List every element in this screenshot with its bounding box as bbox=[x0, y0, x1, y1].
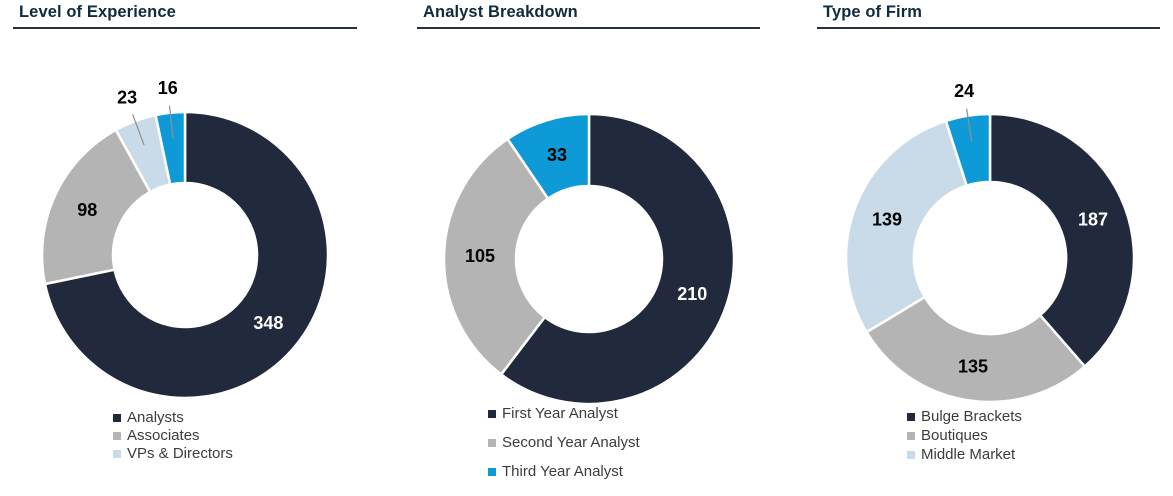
donut-slice-analysts bbox=[43, 110, 330, 400]
legend-item-boutiques: Boutiques bbox=[907, 428, 1022, 444]
donut-value-label: 135 bbox=[958, 357, 988, 377]
legend-item-second-year-analyst: Second Year Analyst bbox=[488, 435, 640, 451]
legend-item-analysts: Analysts bbox=[113, 410, 233, 426]
legend-swatch-icon bbox=[907, 432, 915, 440]
legend-swatch-icon bbox=[113, 414, 121, 422]
legend-label: Middle Market bbox=[921, 446, 1016, 463]
donut-slice-third-year-analyst bbox=[506, 112, 591, 200]
legend-item-associates: Associates bbox=[113, 428, 233, 444]
donut-value-label: 139 bbox=[872, 209, 902, 229]
donut-slice-unlabeled-4 bbox=[154, 110, 187, 186]
legend-swatch-icon bbox=[488, 410, 496, 418]
legend-label: Boutiques bbox=[921, 427, 988, 444]
leader-line bbox=[132, 114, 145, 146]
donut-value-label: 210 bbox=[677, 284, 707, 304]
legend-analyst-breakdown: First Year Analyst Second Year Analyst Thi… bbox=[488, 406, 640, 480]
legend-swatch-icon bbox=[113, 432, 121, 440]
legend-label: Analysts bbox=[127, 409, 184, 426]
donut-value-label: 98 bbox=[77, 200, 97, 220]
donut-slice-boutiques bbox=[865, 295, 1087, 404]
donut-slice-middle-market bbox=[844, 119, 968, 334]
donut-slice-unlabeled-4 bbox=[944, 112, 992, 187]
legend-swatch-icon bbox=[113, 450, 121, 458]
donut-value-label: 24 bbox=[954, 81, 974, 101]
legend-label: Second Year Analyst bbox=[502, 434, 640, 451]
donut-value-label: 105 bbox=[465, 246, 495, 266]
legend-item-third-year-analyst: Third Year Analyst bbox=[488, 464, 640, 480]
legend-label: VPs & Directors bbox=[127, 445, 233, 462]
chart-panel-type-of-firm: Type of Firm bbox=[817, 0, 1160, 29]
donut-slice-associates bbox=[40, 128, 152, 286]
legend-item-first-year-analyst: First Year Analyst bbox=[488, 406, 640, 422]
chart-title-level-of-experience: Level of Experience bbox=[13, 0, 357, 29]
legend-swatch-icon bbox=[488, 468, 496, 476]
legend-swatch-icon bbox=[488, 439, 496, 447]
leader-line bbox=[966, 108, 973, 142]
donut-value-label: 187 bbox=[1078, 209, 1108, 229]
donut-slice-second-year-analyst bbox=[442, 137, 550, 376]
chart-title-analyst-breakdown: Analyst Breakdown bbox=[417, 0, 760, 29]
donut-value-label: 348 bbox=[253, 313, 283, 333]
donut-slice-first-year-analyst bbox=[499, 112, 736, 406]
chart-panel-analyst-breakdown: Analyst Breakdown bbox=[417, 0, 760, 29]
legend-label: Third Year Analyst bbox=[502, 463, 623, 480]
leader-line bbox=[168, 105, 174, 139]
legend-swatch-icon bbox=[907, 413, 915, 421]
legend-item-bulge-brackets: Bulge Brackets bbox=[907, 409, 1022, 425]
donut-value-label: 23 bbox=[117, 88, 137, 108]
legend-item-vps-directors: VPs & Directors bbox=[113, 446, 233, 462]
legend-label: Associates bbox=[127, 427, 200, 444]
legend-label: First Year Analyst bbox=[502, 405, 618, 422]
donut-value-label: 16 bbox=[158, 78, 178, 98]
legend-level-of-experience: Analysts Associates VPs & Directors bbox=[113, 410, 233, 462]
legend-type-of-firm: Bulge Brackets Boutiques Middle Market bbox=[907, 409, 1022, 463]
legend-label: Bulge Brackets bbox=[921, 408, 1022, 425]
donut-value-label: 33 bbox=[547, 145, 567, 165]
legend-item-middle-market: Middle Market bbox=[907, 447, 1022, 463]
legend-swatch-icon bbox=[907, 451, 915, 459]
chart-panel-level-of-experience: Level of Experience bbox=[13, 0, 357, 29]
donut-slice-bulge-brackets bbox=[988, 112, 1136, 368]
chart-title-type-of-firm: Type of Firm bbox=[817, 0, 1160, 29]
